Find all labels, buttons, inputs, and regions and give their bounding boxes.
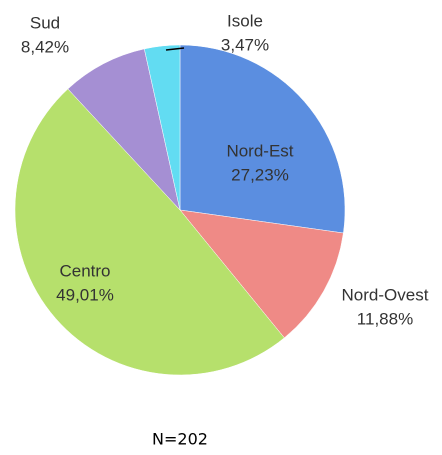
slice-label: Nord-Est bbox=[226, 141, 293, 160]
slice-label: Sud bbox=[30, 13, 60, 32]
slice-label: Isole bbox=[227, 11, 263, 30]
slice-value-label: 3,47% bbox=[221, 35, 269, 54]
pie-slice bbox=[14, 88, 285, 376]
pie-slice bbox=[67, 48, 181, 211]
pie-slice bbox=[179, 209, 344, 339]
pie-slice bbox=[179, 44, 346, 234]
pie-slice bbox=[144, 44, 181, 211]
slice-value-label: 8,42% bbox=[21, 37, 69, 56]
slice-label: Centro bbox=[59, 261, 110, 280]
leader-line bbox=[165, 47, 185, 51]
slice-value-label: 11,88% bbox=[357, 309, 413, 328]
slice-value-label: 27,23% bbox=[231, 165, 289, 184]
slice-value-label: 49,01% bbox=[56, 285, 114, 304]
annotation: N=202 bbox=[152, 430, 208, 449]
slice-label: Nord-Ovest bbox=[342, 285, 429, 304]
